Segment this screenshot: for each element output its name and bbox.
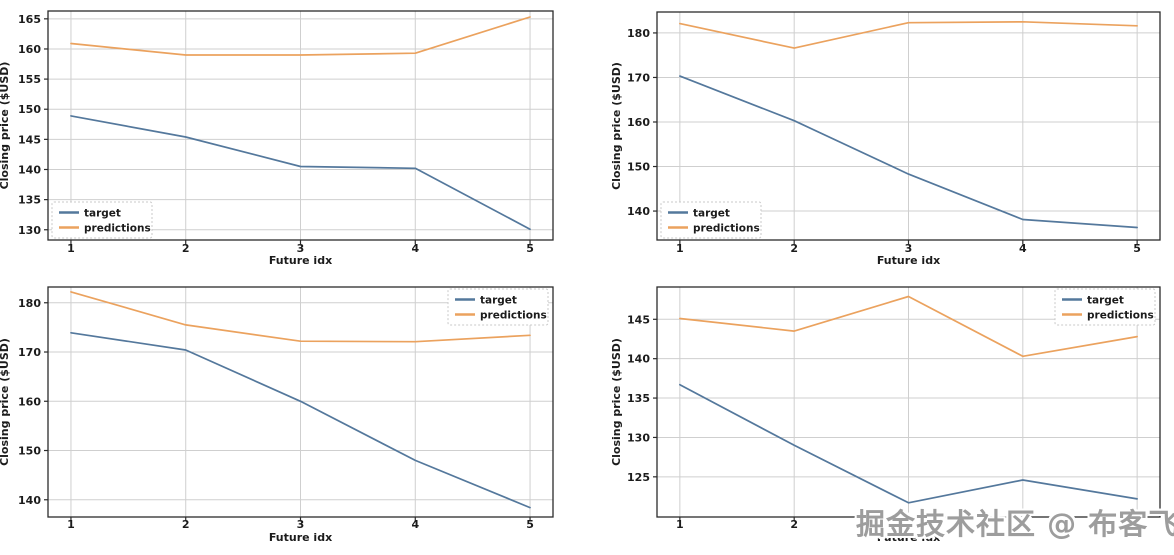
- target-line: [679, 75, 1138, 229]
- chart-bottom-left: 1 2 3 4 5 140 150 160 170 180 Future idx Closing pr…: [0, 286, 554, 544]
- y-tick-label: 160: [18, 43, 41, 56]
- chart-top-left: 1 2 3 4 5 130 135 140 145 150 155 160 165 Future idx C…: [0, 10, 554, 267]
- x-tick-label: 4: [411, 242, 419, 255]
- y-tick-label: 170: [18, 346, 41, 359]
- ylabel: Closing price ($USD): [0, 62, 11, 190]
- target-line: [70, 115, 531, 231]
- predictions-line: [679, 295, 1138, 358]
- legend-label-target: target: [84, 208, 121, 220]
- predictions-line: [70, 16, 531, 56]
- x-tick-label: 4: [1019, 242, 1027, 255]
- x-tick-label: 5: [1133, 518, 1141, 531]
- watermark-text: 掘金技术社区 @ 布客飞龙: [856, 507, 1174, 541]
- legend-label-predictions: predictions: [84, 223, 151, 235]
- legend-label-target: target: [480, 295, 517, 307]
- x-tick-label: 1: [676, 518, 684, 531]
- x-tick-label: 1: [67, 518, 75, 531]
- ylabel: Closing price ($USD): [0, 338, 11, 466]
- x-tick-label: 5: [1133, 242, 1141, 255]
- x-tick-label: 1: [67, 242, 75, 255]
- target-line: [679, 383, 1138, 504]
- y-tick-label: 135: [18, 194, 41, 207]
- y-tick-label: 140: [18, 494, 41, 507]
- y-tick-label: 130: [627, 431, 650, 444]
- y-tick-label: 180: [18, 297, 41, 310]
- x-tick-label: 5: [526, 518, 534, 531]
- xlabel: Future idx: [877, 531, 940, 544]
- legend-box: [660, 201, 762, 239]
- y-tick-label: 150: [18, 103, 41, 116]
- y-tick-label: 155: [18, 73, 41, 86]
- predictions-line: [70, 291, 531, 343]
- x-tick-label: 1: [676, 242, 684, 255]
- xlabel: Future idx: [269, 531, 332, 544]
- x-tick-label: 2: [182, 518, 190, 531]
- y-tick-label: 135: [627, 392, 650, 405]
- legend-box: [1054, 288, 1156, 326]
- y-tick-label: 140: [627, 205, 650, 218]
- xlabel: Future idx: [877, 254, 940, 267]
- xlabel: Future idx: [269, 254, 332, 267]
- x-tick-label: 3: [905, 518, 913, 531]
- x-tick-label: 2: [790, 518, 798, 531]
- x-tick-label: 4: [1019, 518, 1027, 531]
- target-line: [70, 331, 531, 509]
- legend-label-target: target: [693, 208, 730, 220]
- legend-label-predictions: predictions: [1087, 310, 1154, 322]
- y-tick-label: 170: [627, 71, 650, 84]
- y-tick-label: 150: [18, 445, 41, 458]
- legend-box: [447, 288, 549, 326]
- predictions-line: [679, 20, 1138, 49]
- y-tick-label: 180: [627, 27, 650, 40]
- x-tick-label: 3: [297, 518, 305, 531]
- x-tick-label: 2: [182, 242, 190, 255]
- y-tick-label: 130: [18, 224, 41, 237]
- chart-bottom-right: 1 2 3 4 5 125 130 135 140 145 Future idx Closing pr…: [610, 286, 1161, 544]
- x-tick-label: 3: [297, 242, 305, 255]
- y-tick-label: 145: [18, 133, 41, 146]
- y-tick-label: 150: [627, 161, 650, 174]
- ylabel: Closing price ($USD): [610, 338, 623, 466]
- y-tick-label: 145: [627, 313, 650, 326]
- ylabel: Closing price ($USD): [610, 62, 623, 190]
- x-tick-label: 3: [905, 242, 913, 255]
- y-tick-label: 160: [18, 395, 41, 408]
- legend-label-predictions: predictions: [480, 310, 547, 322]
- chart-top-right: 1 2 3 4 5 140 150 160 170 180 Future idx Closing pr…: [610, 11, 1161, 267]
- y-tick-label: 165: [18, 13, 41, 26]
- legend-label-predictions: predictions: [693, 223, 760, 235]
- legend-box: [51, 201, 153, 239]
- y-tick-label: 160: [627, 116, 650, 129]
- x-tick-label: 2: [790, 242, 798, 255]
- y-tick-label: 140: [627, 353, 650, 366]
- y-tick-label: 140: [18, 163, 41, 176]
- x-tick-label: 4: [411, 518, 419, 531]
- x-tick-label: 5: [526, 242, 534, 255]
- y-tick-label: 125: [627, 471, 650, 484]
- legend-label-target: target: [1087, 295, 1124, 307]
